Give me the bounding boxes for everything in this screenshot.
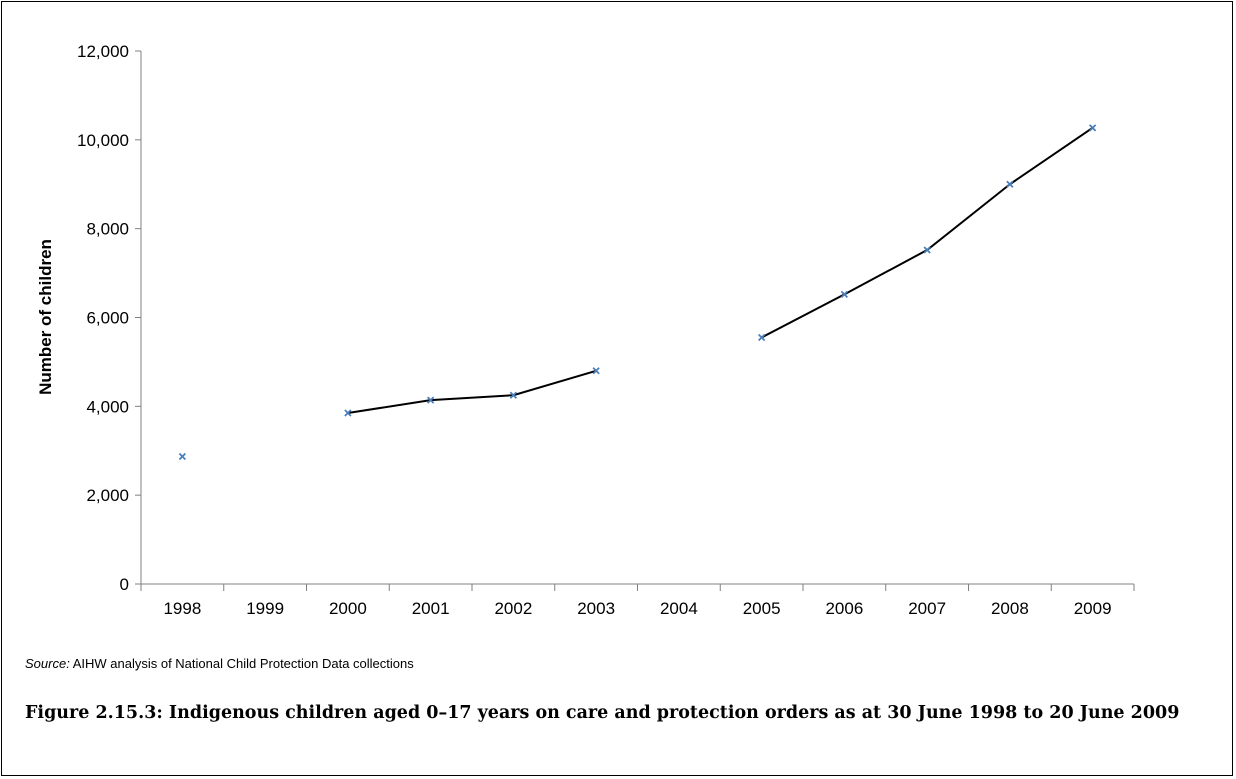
- x-tick-label: 2002: [494, 599, 532, 618]
- marker-stroke: [592, 367, 600, 375]
- marker-stroke: [426, 396, 435, 404]
- marker-stroke: [1006, 180, 1014, 188]
- y-axis: 0 2,000 4,000 6,000 8,000 10,000 12,000: [77, 42, 142, 594]
- x-tick-label: 2008: [991, 599, 1029, 618]
- source-label: Source:: [25, 656, 70, 671]
- data-point-marker: [178, 452, 187, 461]
- marker-stroke: [840, 290, 849, 299]
- x-tick-label: 2007: [908, 599, 946, 618]
- source-note: Source: AIHW analysis of National Child …: [25, 656, 414, 671]
- source-text: AIHW analysis of National Child Protecti…: [69, 656, 414, 671]
- data-point-marker: [1006, 180, 1014, 188]
- data-point-marker: [509, 391, 518, 399]
- y-tick-label: 6,000: [86, 309, 129, 328]
- x-axis: 1998 1999 2000 2001 2002 2003 2004 2005 2006 2007…: [140, 583, 1135, 618]
- x-tick-label: 2004: [660, 599, 698, 618]
- marker-stroke: [757, 333, 766, 342]
- data-point-marker: [426, 396, 435, 404]
- x-tick-label: 2000: [329, 599, 367, 618]
- series-markers: [178, 124, 1097, 461]
- data-point-marker: [592, 367, 600, 375]
- x-tick-label: 2001: [412, 599, 450, 618]
- y-tick-label: 8,000: [86, 220, 129, 239]
- y-tick-label: 10,000: [77, 131, 129, 150]
- figure-caption: Figure 2.15.3: Indigenous children aged …: [25, 703, 1180, 723]
- x-tick-label: 1998: [163, 599, 201, 618]
- data-point-marker: [1088, 124, 1097, 132]
- data-point-marker: [840, 290, 849, 299]
- y-axis-title: Number of children: [36, 239, 55, 395]
- marker-stroke: [509, 391, 518, 399]
- y-tick-label: 12,000: [77, 42, 129, 61]
- x-tick-label: 2003: [577, 599, 615, 618]
- series-line-segment: [761, 127, 1094, 339]
- marker-stroke: [923, 246, 931, 254]
- x-tick-label: 2009: [1074, 599, 1112, 618]
- data-point-marker: [923, 246, 931, 254]
- data-point-marker: [757, 333, 766, 342]
- marker-stroke: [1088, 124, 1097, 132]
- y-tick-label: 0: [120, 575, 129, 594]
- x-tick-label: 1999: [246, 599, 284, 618]
- x-tick-label: 2006: [825, 599, 863, 618]
- x-tick-label: 2005: [743, 599, 781, 618]
- data-point-marker: [344, 409, 352, 417]
- y-tick-label: 4,000: [86, 397, 129, 416]
- marker-stroke: [178, 452, 187, 461]
- y-tick-label: 2,000: [86, 486, 129, 505]
- marker-stroke: [344, 409, 352, 417]
- series-lines: [347, 127, 1094, 414]
- series-line-segment: [347, 369, 597, 414]
